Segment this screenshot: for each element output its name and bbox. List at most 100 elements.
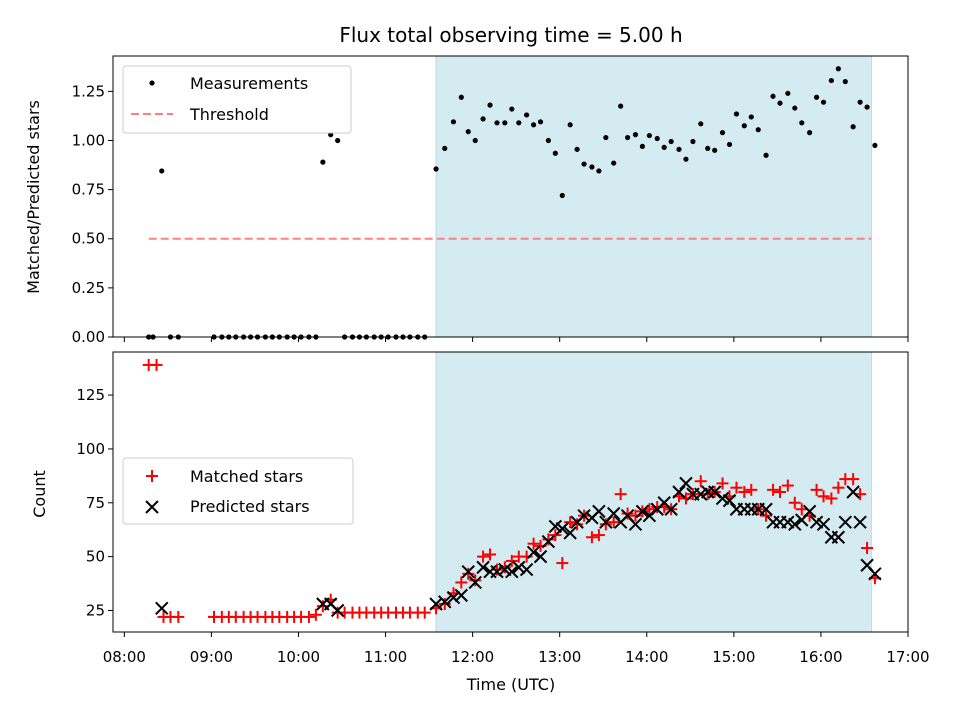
matched-star-point: [716, 477, 729, 490]
predicted-star-point: [446, 590, 461, 605]
matched-star-point: [607, 516, 620, 529]
measurement-point: [639, 143, 646, 149]
predicted-star-point: [468, 575, 482, 590]
measurement-point: [857, 99, 863, 105]
matched-star-point: [556, 557, 569, 570]
predicted-star-point: [429, 597, 443, 611]
measurement-point: [589, 164, 595, 170]
x-tick-label: 14:00: [625, 648, 668, 666]
measurement-point: [850, 124, 856, 130]
measurement-point: [661, 144, 667, 150]
matched-star-point: [825, 492, 838, 505]
matched-star-point: [438, 598, 451, 610]
bottom-y-tick-label: 25: [86, 601, 105, 619]
measurement-point: [502, 120, 508, 126]
matched-star-point: [621, 507, 634, 520]
x-tick-label: 15:00: [712, 648, 755, 666]
predicted-star-point: [563, 526, 577, 540]
count-points: [142, 358, 882, 623]
measurement-point: [698, 121, 704, 127]
top-observing-window-shade: [435, 55, 872, 338]
predicted-star-point: [155, 601, 169, 616]
top-y-tick-label: 0.75: [72, 181, 105, 199]
predicted-star-point: [505, 564, 519, 579]
measurement-point: [842, 78, 848, 85]
predicted-star-point: [454, 588, 469, 603]
top-axes-frame: [112, 55, 909, 338]
measurement-point: [581, 161, 587, 167]
matched-star-point: [484, 548, 497, 561]
matched-star-point: [788, 496, 801, 509]
matched-star-point: [773, 486, 786, 498]
measurement-point: [335, 137, 341, 144]
measurement-point: [494, 120, 500, 126]
measurement-point: [872, 142, 878, 149]
measurement-point: [545, 137, 551, 144]
top-y-tick-label: 0.50: [72, 230, 105, 248]
legend-matched-label: Matched stars: [190, 467, 303, 486]
measurement-point: [835, 66, 841, 72]
top-y-tick-label: 0.00: [72, 328, 105, 346]
measurement-point: [458, 94, 464, 100]
measurement-point: [574, 146, 580, 152]
x-tick-label: 16:00: [799, 648, 842, 666]
measurement-point: [683, 156, 689, 162]
matched-star-point: [817, 490, 830, 503]
matched-star-point: [564, 516, 577, 529]
matched-star-point: [477, 550, 490, 563]
x-tick-label: 09:00: [190, 648, 233, 666]
predicted-star-point: [816, 517, 831, 532]
measurement-point: [596, 168, 602, 174]
predicted-star-point: [802, 504, 817, 519]
x-axis-label: Time (UTC): [466, 675, 555, 694]
predicted-star-point: [490, 564, 504, 579]
matched-star-point: [592, 529, 605, 542]
measurement-point: [159, 168, 165, 174]
measurement-point: [748, 114, 754, 120]
matched-star-point: [760, 509, 773, 522]
measurement-point: [705, 145, 711, 151]
matched-star-point: [469, 574, 482, 587]
matched-star-point: [542, 533, 555, 546]
measurement-point: [676, 146, 682, 152]
matched-star-point: [571, 518, 584, 531]
measurement-point: [516, 120, 522, 126]
matched-star-point: [738, 486, 751, 498]
top-y-tick-label: 1.25: [72, 82, 105, 100]
legend-threshold-label: Threshold: [189, 105, 269, 124]
top-legend-box: [122, 65, 352, 134]
top-y-axis: 0.00 0.25 0.50 0.75 1.00 1.25: [72, 82, 113, 346]
matched-star-point: [455, 576, 468, 589]
predicted-star-point: [679, 476, 693, 491]
measurement-point: [320, 159, 326, 165]
measurement-point: [864, 104, 870, 110]
matched-star-point: [810, 483, 823, 496]
measurement-point: [792, 105, 798, 111]
matched-star-point: [418, 606, 431, 619]
measurement-point: [552, 150, 558, 156]
matched-star-point: [832, 481, 845, 494]
predicted-star-point: [831, 530, 846, 544]
matched-star-point: [781, 479, 794, 492]
measurement-point: [487, 102, 493, 108]
top-x-ticks: [123, 337, 909, 342]
measurement-point: [777, 100, 783, 106]
matched-star-point: [150, 358, 163, 371]
predicted-star-point: [526, 545, 541, 560]
bottom-y-tick-label: 100: [76, 440, 105, 458]
measurement-point: [741, 123, 747, 129]
matched-star-point: [730, 481, 743, 494]
legend-matched-marker: [146, 470, 158, 482]
measurement-point: [654, 135, 660, 142]
bottom-axes-frame: [112, 351, 909, 633]
predicted-star-point: [592, 504, 606, 519]
measurement-point: [828, 77, 834, 84]
bottom-x-axis: 08:00 09:00 10:00 11:00 12:00 13:00 14:00 15:00…: [103, 632, 930, 666]
matched-star-point: [302, 610, 315, 623]
bottom-observing-window-shade: [435, 351, 872, 633]
legend-predicted-label: Predicted stars: [190, 497, 310, 516]
matched-star-point: [527, 537, 540, 550]
predicted-star-point: [722, 493, 737, 508]
predicted-star-point: [606, 506, 621, 521]
measurement-point: [632, 132, 639, 138]
